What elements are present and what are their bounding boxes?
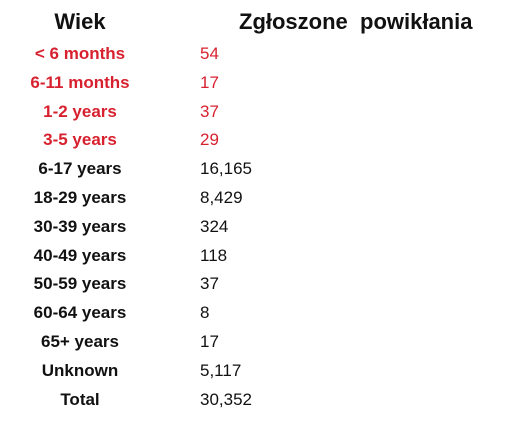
age-group-cell: 40-49 years <box>33 245 127 265</box>
age-group-cell: 30-39 years <box>33 216 127 236</box>
age-group-cell: < 6 months <box>34 44 126 63</box>
count-cell: 8,429 <box>200 187 243 207</box>
age-group-cell: 6-11 months <box>30 72 130 92</box>
age-group-cell: 1-2 years <box>43 101 117 121</box>
count-cell: 54 <box>200 44 219 63</box>
count-cell: 37 <box>200 101 219 121</box>
count-cell: 5,117 <box>200 360 242 380</box>
table-row-total: Total 30,352 <box>0 386 512 415</box>
count-cell: 118 <box>200 245 228 265</box>
count-cell: 37 <box>200 274 219 294</box>
age-group-cell: Unknown <box>41 360 119 380</box>
table-row: 6-11 months 17 <box>0 69 512 98</box>
table-row: 3-5 years 29 <box>0 126 512 155</box>
count-cell: 16,165 <box>200 159 252 179</box>
table-row: 6-17 years 16,165 <box>0 155 512 184</box>
count-cell: 324 <box>200 216 229 236</box>
age-group-cell: 18-29 years <box>33 187 127 207</box>
age-group-cell: 65+ years <box>41 331 119 351</box>
count-cell: 17 <box>200 331 219 351</box>
age-group-cell: 60-64 years <box>33 303 127 323</box>
total-label-cell: Total <box>60 389 100 409</box>
table-row: 40-49 years 118 <box>0 242 512 271</box>
table-row: 1-2 years 37 <box>0 98 512 127</box>
table-row: 18-29 years 8,429 <box>0 184 512 213</box>
column-header-count: Zgłoszone powikłania <box>239 9 473 34</box>
table-row: 30-39 years 324 <box>0 213 512 242</box>
count-cell: 29 <box>200 130 219 150</box>
table-row: Unknown 5,117 <box>0 357 512 386</box>
table-row: 50-59 years 37 <box>0 270 512 299</box>
age-group-cell: 50-59 years <box>33 274 127 294</box>
total-count-cell: 30,352 <box>200 389 252 409</box>
age-group-cell: 6-17 years <box>38 159 122 179</box>
column-header-age: Wiek <box>54 9 106 34</box>
table-row: 65+ years 17 <box>0 328 512 357</box>
table-row: 60-64 years 8 <box>0 299 512 328</box>
count-cell: 8 <box>200 303 210 323</box>
count-cell: 17 <box>200 72 219 92</box>
table-body: < 6 months 54 6-11 months 17 1-2 years 3… <box>0 40 512 414</box>
table-row: < 6 months 54 <box>0 40 512 69</box>
table-header: Wiek Zgłoszone powikłania <box>0 5 512 39</box>
age-group-cell: 3-5 years <box>43 130 117 150</box>
